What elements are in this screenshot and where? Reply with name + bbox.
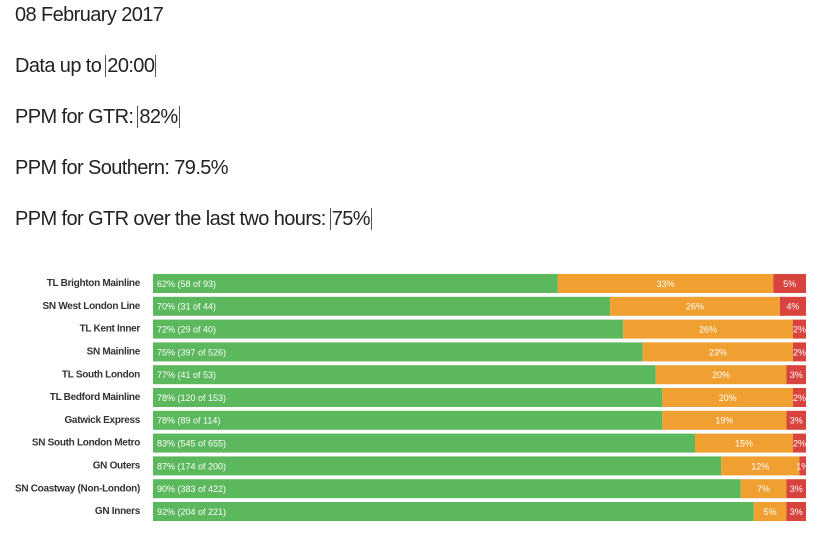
- bar-segment: [773, 274, 806, 293]
- bar-label: 12%: [751, 461, 769, 471]
- bar-label: 1%: [796, 461, 809, 471]
- summary: 08 February 2017 Data up to 20:00 PPM for G…: [15, 0, 372, 255]
- category-label: SN South London Metro: [32, 438, 140, 449]
- bar-label: 19%: [715, 416, 733, 426]
- bar-label: 2%: [793, 324, 806, 334]
- bar-label: 5%: [783, 279, 796, 289]
- bar-label: 78% (120 of 153): [157, 393, 226, 403]
- bar-segment: [153, 410, 663, 430]
- summary-line: 08 February 2017: [15, 0, 372, 51]
- bar-label: 26%: [699, 324, 717, 334]
- bar-segment: [721, 456, 800, 476]
- line-label: PPM for GTR:: [15, 106, 134, 128]
- bar-label: 2%: [793, 393, 806, 403]
- bar-label: 70% (31 of 44): [157, 302, 216, 312]
- bar-segment: [153, 479, 741, 499]
- bar-segment: [792, 388, 806, 407]
- line-label: PPM for GTR over the last two hours:: [15, 208, 326, 230]
- bar-label: 33%: [657, 279, 675, 289]
- bar-segment: [792, 433, 806, 453]
- bar-label: 3%: [790, 370, 803, 380]
- bar-segment: [153, 274, 558, 293]
- category-label: TL Brighton Mainline: [47, 278, 141, 289]
- line-label: Data up to: [15, 55, 102, 77]
- bar-segment: [786, 410, 806, 430]
- bar-segment: [740, 479, 787, 499]
- bar-label: 62% (58 of 93): [157, 279, 216, 289]
- category-label: SN West London Line: [43, 301, 141, 312]
- category-label: GN Outers: [93, 461, 141, 472]
- bar-label: 83% (545 of 655): [157, 438, 226, 448]
- line-label: PPM for Southern: 79.5%: [15, 157, 229, 179]
- category-label: GN Inners: [95, 506, 141, 517]
- bar-segment: [694, 433, 793, 453]
- bar-label: 92% (204 of 221): [157, 507, 226, 517]
- bar-segment: [642, 342, 793, 362]
- bar-segment: [153, 456, 722, 476]
- chart: TL Brighton Mainline 62% (58 of 93) 33% 5% S…: [15, 274, 809, 521]
- line-value: 82%: [137, 106, 180, 128]
- category-label: TL Kent Inner: [80, 324, 141, 335]
- bar-label: 15%: [735, 438, 753, 448]
- bar-segment: [792, 319, 806, 339]
- bar-segment: [610, 296, 780, 316]
- bar-segment: [623, 319, 793, 339]
- bar-segment: [557, 274, 774, 293]
- bar-label: 78% (89 of 114): [157, 416, 220, 426]
- bar-label: 20%: [712, 370, 730, 380]
- bar-segment: [792, 342, 806, 362]
- bar-label: 87% (174 of 200): [157, 461, 226, 471]
- bar-label: 7%: [757, 484, 770, 494]
- bar-label: 3%: [790, 484, 803, 494]
- bar-segment: [779, 296, 806, 316]
- bar-label: 23%: [709, 347, 727, 357]
- category-label: TL Bedford Mainline: [50, 392, 141, 403]
- bar-label: 3%: [790, 507, 803, 517]
- bar-label: 20%: [719, 393, 737, 403]
- bar-segment: [786, 479, 806, 499]
- bar-segment: [786, 365, 806, 385]
- bar-label: 2%: [793, 347, 806, 357]
- bar-segment: [662, 410, 787, 430]
- bar-segment: [153, 502, 754, 521]
- bar-segment: [786, 502, 806, 521]
- bar-segment: [153, 342, 643, 362]
- bar-segment: [153, 319, 624, 339]
- summary-line: PPM for GTR over the last two hours: 75%: [15, 204, 372, 255]
- bar-segment: [799, 456, 806, 476]
- bar-label: 72% (29 of 40): [157, 324, 216, 334]
- line-value: 75%: [329, 208, 372, 230]
- bar-label: 4%: [786, 302, 799, 312]
- category-label: TL South London: [62, 369, 140, 380]
- line-value: 20:00: [105, 55, 157, 77]
- bar-segment: [662, 388, 793, 407]
- category-label: SN Coastway (Non-London): [15, 483, 140, 494]
- bar-segment: [153, 433, 695, 453]
- bar-segment: [153, 365, 656, 385]
- category-label: Gatwick Express: [64, 415, 140, 426]
- summary-line: PPM for Southern: 79.5%: [15, 153, 372, 204]
- bar-label: 5%: [764, 507, 777, 517]
- summary-line: Data up to 20:00: [15, 51, 372, 102]
- bar-segment: [153, 296, 611, 316]
- bar-segment: [753, 502, 787, 521]
- bar-label: 77% (41 of 53): [157, 370, 216, 380]
- line-label: 08 February 2017: [15, 4, 164, 26]
- bar-segment: [153, 388, 663, 407]
- bar-label: 3%: [790, 416, 803, 426]
- summary-line: PPM for GTR: 82%: [15, 102, 372, 153]
- bar-label: 2%: [793, 438, 806, 448]
- category-label: SN Mainline: [87, 347, 141, 358]
- bar-label: 75% (397 of 526): [157, 347, 226, 357]
- bar-segment: [655, 365, 787, 385]
- bar-label: 90% (383 of 422): [157, 484, 226, 494]
- bar-label: 26%: [686, 302, 704, 312]
